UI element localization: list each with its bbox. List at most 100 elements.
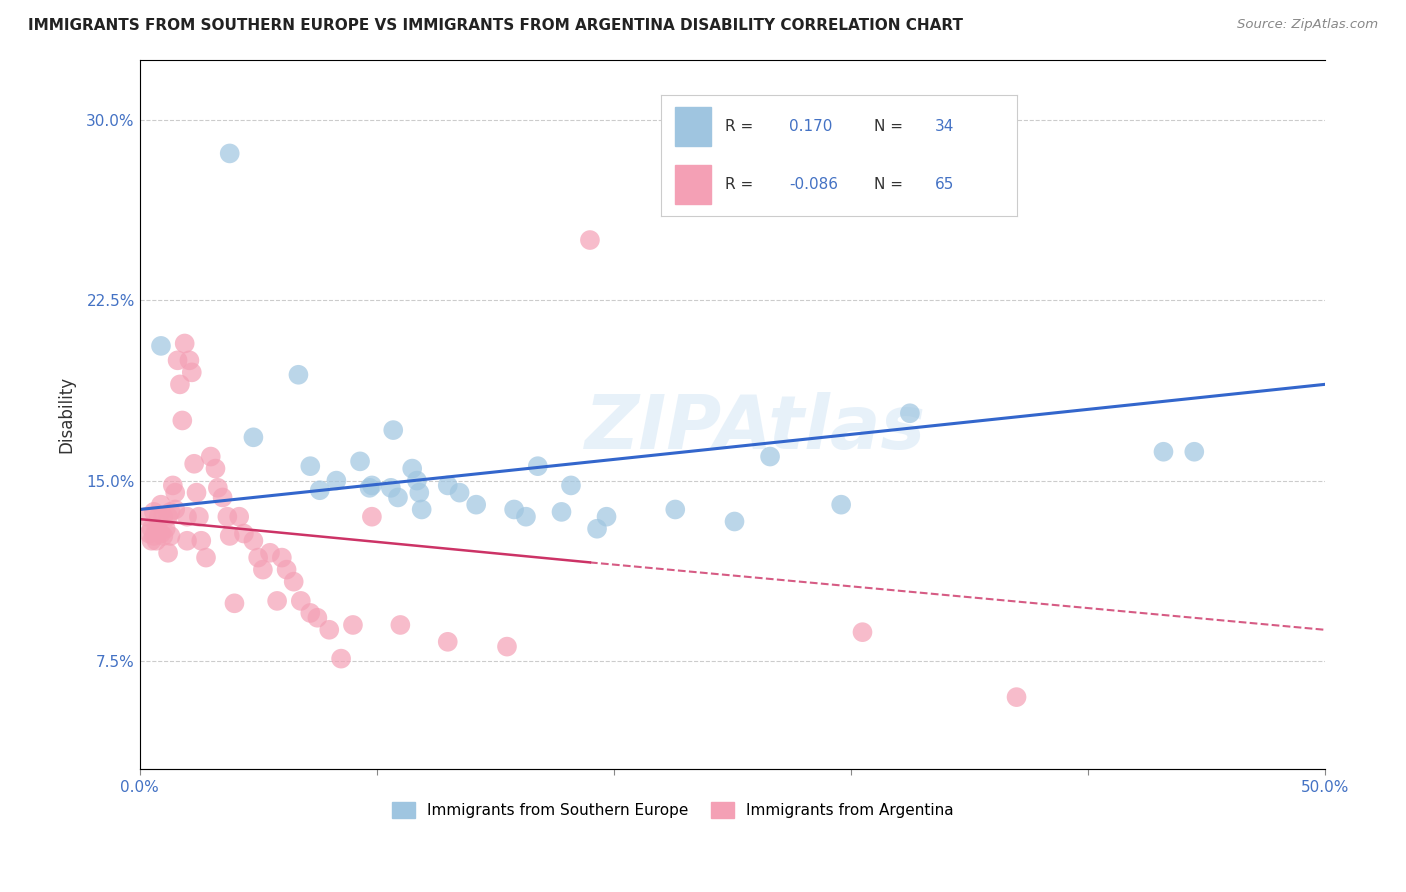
Point: [187, 509, 209, 524]
Point: [759, 450, 782, 464]
Point: [361, 478, 384, 492]
Point: [157, 546, 180, 560]
Point: [157, 509, 180, 524]
Point: [142, 529, 165, 543]
Point: [496, 640, 519, 654]
Point: [287, 368, 309, 382]
Point: [179, 353, 201, 368]
Point: [283, 574, 305, 589]
Point: [242, 533, 264, 548]
Point: [159, 529, 181, 543]
Point: [318, 623, 340, 637]
Point: [165, 502, 187, 516]
Point: [138, 526, 160, 541]
Point: [325, 474, 347, 488]
Point: [242, 430, 264, 444]
Point: [145, 522, 167, 536]
Point: [141, 533, 163, 548]
Point: [224, 596, 246, 610]
Point: [436, 478, 458, 492]
Point: [406, 474, 429, 488]
Point: [299, 459, 322, 474]
Point: [411, 502, 433, 516]
Point: [252, 563, 274, 577]
Point: [162, 478, 184, 492]
Point: [515, 509, 537, 524]
Y-axis label: Disability: Disability: [58, 376, 75, 453]
Point: [290, 594, 312, 608]
Point: [436, 635, 458, 649]
Point: [166, 353, 188, 368]
Point: [228, 509, 250, 524]
Point: [159, 505, 181, 519]
Point: [183, 457, 205, 471]
Point: [190, 533, 212, 548]
Point: [149, 526, 172, 541]
Point: [195, 550, 218, 565]
Point: [176, 533, 198, 548]
Point: [550, 505, 572, 519]
Point: [247, 550, 270, 565]
Point: [330, 651, 353, 665]
Point: [586, 522, 609, 536]
Point: [361, 509, 384, 524]
Point: [503, 502, 526, 516]
Point: [200, 450, 222, 464]
Point: [851, 625, 873, 640]
Point: [145, 533, 167, 548]
Point: [664, 502, 686, 516]
Point: [149, 339, 172, 353]
Point: [149, 498, 172, 512]
Point: [449, 485, 471, 500]
Point: [135, 509, 157, 524]
Point: [217, 509, 239, 524]
Point: [401, 461, 423, 475]
Point: [141, 522, 163, 536]
Text: IMMIGRANTS FROM SOUTHERN EUROPE VS IMMIGRANTS FROM ARGENTINA DISABILITY CORRELAT: IMMIGRANTS FROM SOUTHERN EUROPE VS IMMIG…: [28, 18, 963, 33]
Point: [359, 481, 381, 495]
Point: [270, 550, 292, 565]
Point: [1005, 690, 1028, 705]
Text: Source: ZipAtlas.com: Source: ZipAtlas.com: [1237, 18, 1378, 31]
Point: [299, 606, 322, 620]
Point: [173, 336, 195, 351]
Point: [180, 365, 202, 379]
Point: [211, 491, 233, 505]
Point: [389, 618, 412, 632]
Point: [152, 509, 174, 524]
Point: [276, 563, 298, 577]
Point: [266, 594, 288, 608]
Point: [342, 618, 364, 632]
Point: [155, 522, 177, 536]
Point: [387, 491, 409, 505]
Point: [527, 459, 550, 474]
Text: ZIPAtlas: ZIPAtlas: [585, 392, 927, 465]
Legend: Immigrants from Southern Europe, Immigrants from Argentina: Immigrants from Southern Europe, Immigra…: [384, 794, 962, 825]
Point: [1153, 444, 1175, 458]
Point: [142, 505, 165, 519]
Point: [172, 413, 194, 427]
Point: [380, 481, 402, 495]
Point: [204, 461, 226, 475]
Point: [152, 529, 174, 543]
Point: [218, 529, 240, 543]
Point: [465, 498, 488, 512]
Point: [579, 233, 602, 247]
Point: [898, 406, 921, 420]
Point: [349, 454, 371, 468]
Point: [560, 478, 582, 492]
Point: [169, 377, 191, 392]
Point: [165, 485, 187, 500]
Point: [148, 509, 170, 524]
Point: [176, 509, 198, 524]
Point: [232, 526, 254, 541]
Point: [218, 146, 240, 161]
Point: [259, 546, 281, 560]
Point: [723, 515, 745, 529]
Point: [408, 485, 430, 500]
Point: [148, 524, 170, 538]
Point: [186, 485, 208, 500]
Point: [830, 498, 852, 512]
Point: [595, 509, 617, 524]
Point: [307, 611, 329, 625]
